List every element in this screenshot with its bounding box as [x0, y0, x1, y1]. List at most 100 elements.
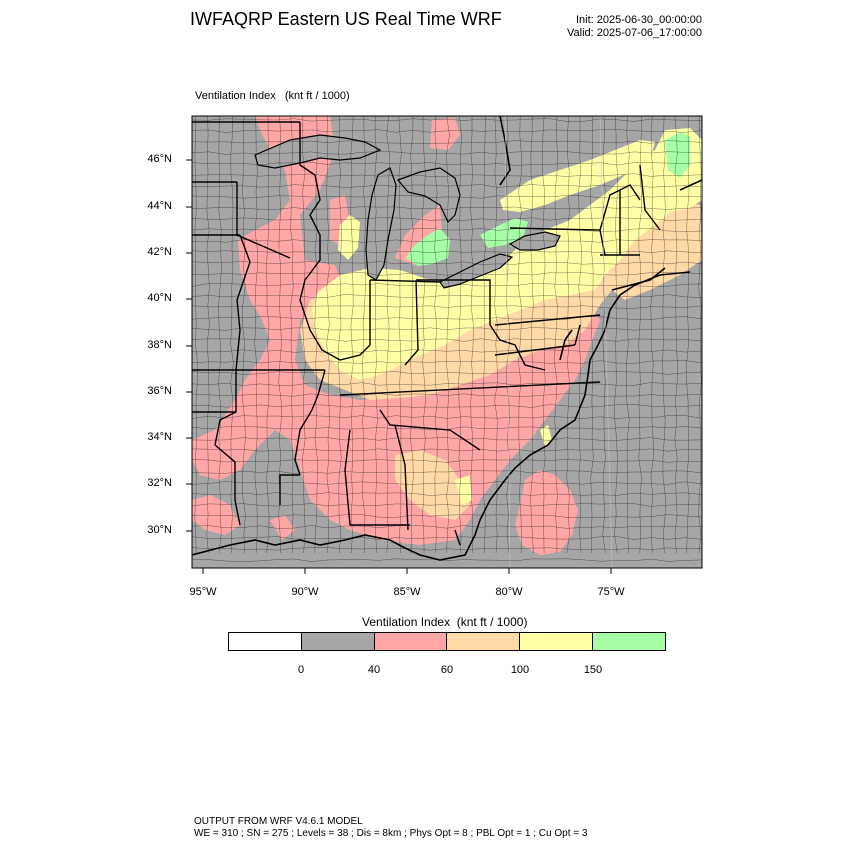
county-line [192, 382, 702, 386]
county-line [192, 459, 702, 463]
county-line [338, 116, 342, 554]
lat-label-44n: 44°N [147, 200, 172, 212]
map-frame [191, 115, 703, 569]
county-line [192, 360, 702, 364]
county-line [542, 116, 546, 554]
county-line [192, 140, 702, 144]
colorbar-swatch-40-60 [374, 633, 448, 650]
county-line [470, 116, 474, 554]
county-line [192, 525, 702, 529]
lat-label-30n: 30°N [147, 524, 172, 536]
county-line [350, 116, 354, 554]
county-line [254, 116, 258, 554]
county-line [290, 116, 294, 554]
county-line [192, 338, 702, 342]
county-line [192, 514, 702, 518]
county-line [192, 129, 702, 133]
colorbar-swatch-below-0 [229, 633, 302, 650]
county-line [446, 116, 450, 554]
county-line [530, 116, 534, 554]
county-line [192, 162, 702, 166]
lat-label-38n: 38°N [147, 339, 172, 351]
colorbar-tick-60: 60 [440, 664, 454, 676]
county-line [638, 116, 642, 554]
county-line [192, 415, 702, 419]
field-label: Ventilation Index (knt ft / 1000) [195, 90, 350, 102]
county-line [192, 316, 702, 320]
county-line [192, 305, 702, 309]
county-line [192, 503, 702, 507]
county-line [192, 448, 702, 452]
colorbar-title: Ventilation Index (knt ft / 1000) [362, 615, 528, 629]
county-line [192, 371, 702, 375]
county-line [192, 393, 702, 397]
county-line [192, 470, 702, 474]
county-line [410, 116, 414, 554]
colorbar-swatch-60-100 [447, 633, 521, 650]
county-line [326, 116, 330, 554]
county-line [192, 349, 702, 353]
county-line [578, 116, 582, 554]
colorbar-tick-40: 40 [367, 664, 381, 676]
county-line [362, 116, 366, 554]
axis-ticks [186, 159, 612, 574]
county-line [192, 239, 702, 243]
lat-label-40n: 40°N [147, 292, 172, 304]
lat-label-32n: 32°N [147, 477, 172, 489]
lon-label-85w: 85°W [393, 586, 421, 598]
county-line [192, 250, 702, 254]
county-line [434, 116, 438, 554]
county-line [192, 184, 702, 188]
valid-time: Valid: 2025-07-06_17:00:00 [567, 27, 702, 39]
map-title: IWFAQRP Eastern US Real Time WRF [190, 9, 502, 29]
county-line [192, 283, 702, 287]
colorbar-tick-150: 150 [583, 664, 603, 676]
county-line [242, 116, 246, 554]
county-line [192, 492, 702, 496]
county-line [192, 206, 702, 210]
county-line [192, 404, 702, 408]
lon-label-80w: 80°W [495, 586, 523, 598]
lat-label-46n: 46°N [147, 153, 172, 165]
coastline [192, 116, 702, 561]
colorbar-swatch-above-150 [593, 633, 665, 650]
county-line [566, 116, 570, 554]
county-line [206, 116, 210, 554]
county-line [458, 116, 462, 554]
county-line [192, 272, 702, 276]
colorbar-swatch-100-150 [520, 633, 594, 650]
county-line [626, 116, 630, 554]
county-line [590, 116, 594, 554]
county-line [192, 294, 702, 298]
state-borders [192, 121, 661, 546]
lat-label-36n: 36°N [147, 385, 172, 397]
county-line [192, 481, 702, 485]
county-line [192, 536, 702, 540]
county-line [662, 116, 666, 554]
county-borders [192, 116, 702, 562]
county-line [218, 116, 222, 554]
great-lakes [254, 134, 561, 289]
county-line [192, 327, 702, 331]
county-line [278, 116, 282, 554]
colorbar-tick-0: 0 [297, 664, 305, 676]
county-line [398, 116, 402, 554]
zone-40-60 [192, 116, 600, 555]
init-time: Init: 2025-06-30_00:00:00 [576, 14, 702, 26]
county-line [192, 228, 702, 232]
county-line [483, 116, 486, 554]
lon-label-90w: 90°W [291, 586, 319, 598]
county-line [518, 116, 522, 554]
county-line [194, 116, 198, 554]
lat-label-34n: 34°N [147, 431, 172, 443]
county-line [650, 116, 654, 554]
zone-gt150 [405, 132, 690, 266]
county-line [192, 217, 702, 221]
county-line [266, 116, 270, 554]
county-line [302, 116, 306, 554]
county-line [230, 116, 234, 554]
footer-config-line: WE = 310 ; SN = 275 ; Levels = 38 ; Dis … [194, 828, 588, 839]
county-line [698, 116, 702, 554]
footer-model-line: OUTPUT FROM WRF V4.6.1 MODEL [194, 816, 363, 827]
lat-label-42n: 42°N [147, 246, 172, 258]
